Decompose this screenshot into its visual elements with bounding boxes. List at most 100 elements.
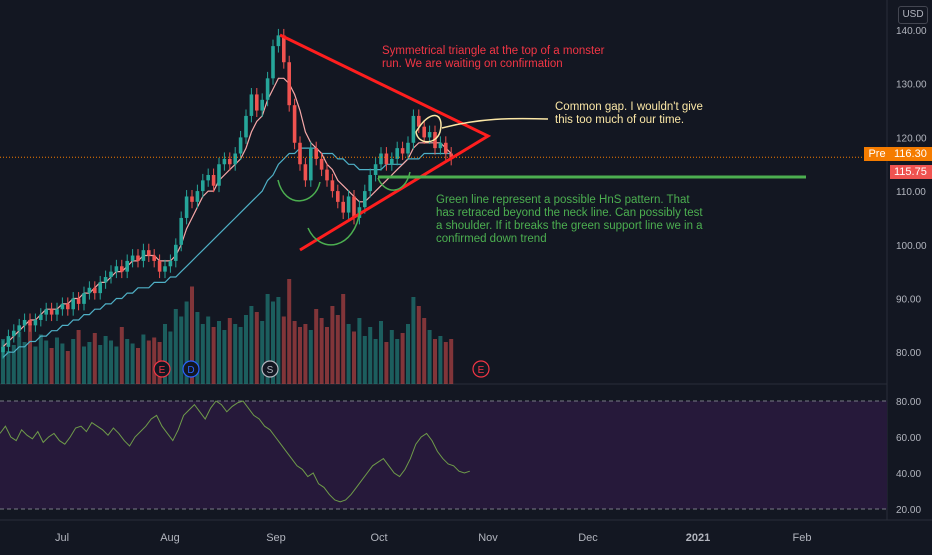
hns-right-shoulder [377,171,411,191]
volume-bar [373,339,378,384]
annotation-triangle-text: Symmetrical triangle at the top of a mon… [382,45,605,70]
candle-body [422,126,426,138]
annotation-gap-text: Common gap. I wouldn't give this too muc… [555,101,703,126]
volume-bar [206,316,211,384]
volume-bar [38,334,43,384]
triangle-drawing [279,33,492,252]
candle-body [249,94,254,116]
volume-bar [179,316,184,384]
rsi-band [0,401,887,509]
volume-bar [406,324,410,384]
rsi-tick-label: 40.00 [896,469,921,480]
candle-body [184,196,189,218]
volume-bar [276,297,281,384]
event-marker [153,360,171,378]
volume-bar [92,333,97,384]
candle-body [233,153,237,165]
volume-bar [22,342,27,384]
candle-body [438,142,443,149]
candle-body [44,309,48,315]
price-tick-label: 110.00 [896,187,926,198]
hns-left-shoulder [277,179,321,202]
volume-bar [87,342,92,384]
candle-body [427,132,432,138]
candle-body [28,319,32,326]
volume-bar [71,339,76,384]
volume-bar [330,306,335,384]
volume-bar [163,324,167,384]
volume-bar [49,348,54,384]
candle-body [282,35,286,63]
price-tick-label: 130.00 [896,80,927,91]
candle-body [136,255,140,261]
volume-bar [211,327,216,384]
candle-body [287,62,291,106]
premarket-label: Pre [864,147,890,161]
rsi-tick-label: 80.00 [896,397,921,408]
volume-bar [292,321,297,384]
volume-bar [341,294,346,384]
event-marker-label: E [159,365,166,376]
candle-body [174,244,178,261]
candle-body [93,287,97,294]
volume-bar [244,315,248,384]
price-tick-label: 100.00 [896,241,927,252]
volume-bar [119,327,124,384]
event-marker [182,360,200,378]
candle-body [211,174,216,186]
currency-button[interactable]: USD [898,6,928,24]
volume-bar [308,330,313,384]
time-tick-label: Jul [55,532,69,544]
volume-bar [249,306,254,384]
candle-body [157,260,162,272]
time-tick-label: Sep [266,532,286,544]
candle-body [55,309,59,315]
candle-body [298,142,302,165]
candle-body [406,142,410,154]
candle-body [255,94,259,111]
candle-body [206,174,210,181]
candle-body [98,282,102,294]
event-marker [472,360,490,378]
candle-body [449,153,453,159]
candle-body [201,180,205,192]
candle-body [125,260,129,272]
time-tick-label: Aug [160,532,180,544]
candle-body [271,46,275,79]
volume-bar [168,331,173,384]
event-marker-label: S [267,365,274,376]
candle-body [400,148,405,154]
volume-bar [152,337,157,384]
candle-body [336,191,340,202]
candle-body [314,148,318,159]
volume-bar [17,331,22,384]
candle-body [120,266,124,272]
volume-bar [384,342,389,384]
volume-bar [33,346,38,384]
volume-bar [55,337,59,384]
candle-body [163,266,167,272]
time-tick-label: Nov [478,532,498,544]
volume-bar [11,345,16,384]
hns-head [307,209,361,246]
candle-body [6,336,11,347]
rsi-tick-label: 20.00 [896,505,921,516]
volume-bar [6,351,11,384]
event-marker-label: D [187,365,194,376]
volume-bar [346,324,351,384]
volume-bar [260,321,265,384]
volume-bar [136,348,140,384]
volume-bar [314,309,319,384]
volume-bar [352,331,356,384]
candle-body [368,174,372,192]
candle-body [319,158,324,170]
volume-bar [271,301,275,384]
volume-bar [44,340,49,384]
candle-body [195,191,200,202]
candle-body [276,35,281,47]
volume-bar [357,318,362,384]
candle-body [60,303,65,310]
time-tick-label: Oct [370,532,387,544]
